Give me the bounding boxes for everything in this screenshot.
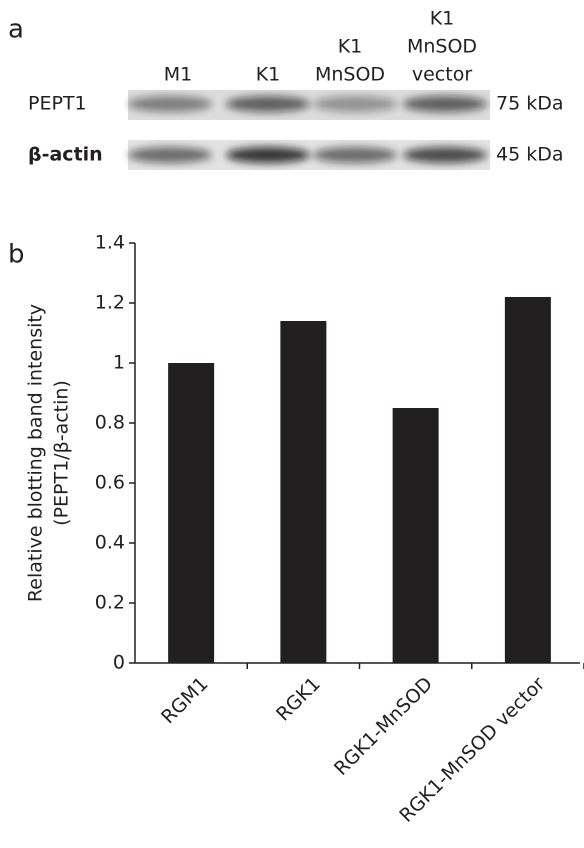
blot-band xyxy=(313,147,397,163)
lane-label: K1 xyxy=(256,64,281,86)
lane-label: M1 xyxy=(164,64,192,86)
figure: a b M1 K1 K1 MnSOD K1 MnSOD vector PEPT1 75 kDa β… xyxy=(0,0,584,848)
row-label: PEPT1 xyxy=(28,93,87,115)
y-axis-label: (PEPT1/β-actin) xyxy=(51,380,73,526)
size-label: 45 kDa xyxy=(496,144,564,166)
blot-band xyxy=(226,96,310,112)
bar xyxy=(393,408,439,663)
bar xyxy=(505,297,551,663)
x-tick-label: RGK1-MnSOD xyxy=(330,673,437,780)
panel-label: b xyxy=(8,240,25,270)
blot-band xyxy=(226,147,310,163)
bar xyxy=(168,363,214,663)
blot-band xyxy=(403,147,487,163)
y-tick-label: 0.4 xyxy=(95,532,125,554)
lane-label: vector xyxy=(412,64,472,86)
blot-band xyxy=(128,96,212,112)
lane-label: K1 xyxy=(338,36,363,58)
size-label: 75 kDa xyxy=(496,93,564,115)
blot-band xyxy=(403,96,487,112)
blot-band xyxy=(128,147,212,163)
lane-label: MnSOD xyxy=(407,36,477,58)
lane-label: K1 xyxy=(430,8,455,30)
y-axis-label: Relative blotting band intensity xyxy=(25,304,47,602)
blot-band xyxy=(313,96,397,112)
y-tick-label: 0.8 xyxy=(95,412,125,434)
y-tick-label: 0.2 xyxy=(95,592,125,614)
row-label: β-actin xyxy=(28,144,103,166)
y-tick-label: 1 xyxy=(113,352,125,374)
y-tick-label: 1.4 xyxy=(95,232,125,254)
x-tick-label: RGK1 xyxy=(272,673,325,726)
panel-label: a xyxy=(8,15,24,45)
y-tick-label: 1.2 xyxy=(95,292,125,314)
lane-label: MnSOD xyxy=(315,64,385,86)
x-tick-label: RGM1 xyxy=(157,673,212,728)
y-tick-label: 0.6 xyxy=(95,472,125,494)
y-tick-label: 0 xyxy=(113,652,125,674)
bar xyxy=(280,321,326,663)
